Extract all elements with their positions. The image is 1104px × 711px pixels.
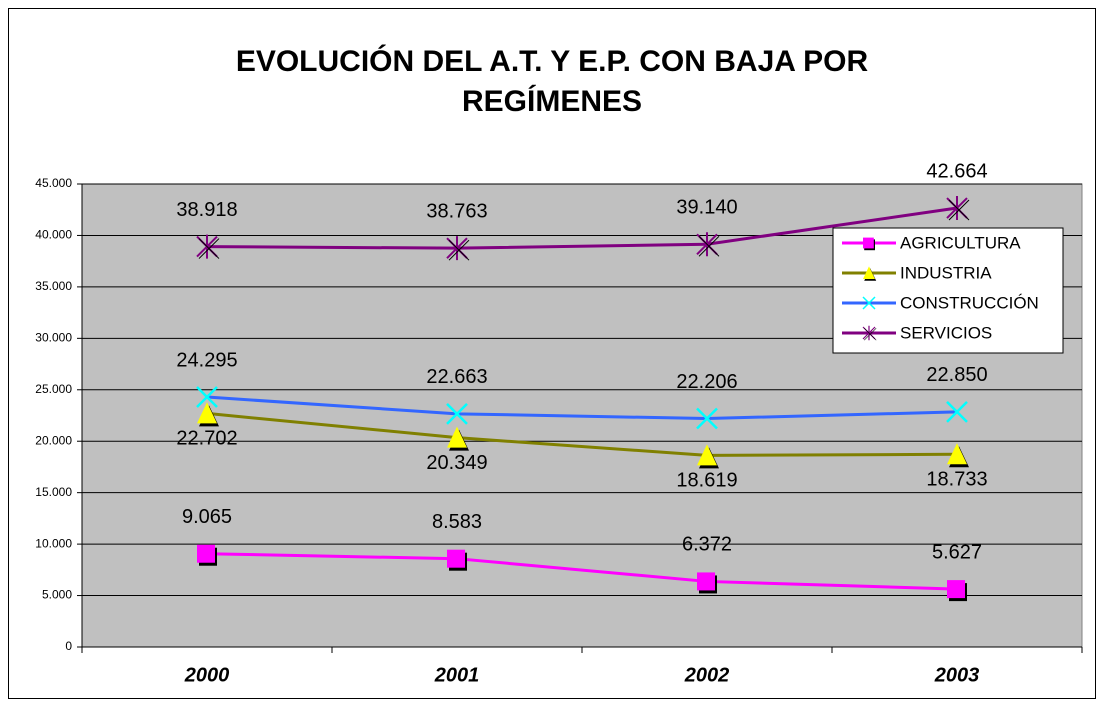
data-label: 9.065 [182,506,232,528]
x-tick-label: 2002 [684,664,730,686]
data-label: 42.664 [926,160,987,182]
y-tick-label: 25.000 [35,382,72,396]
marker [196,234,220,259]
marker [947,443,969,468]
y-tick-label: 30.000 [35,331,72,345]
data-label: 5.627 [932,541,982,563]
chart-title: EVOLUCIÓN DEL A.T. Y E.P. CON BAJA POR [236,44,869,78]
data-label: 22.663 [426,366,487,388]
series-line [206,552,958,591]
marker [197,402,219,427]
data-label: 38.918 [176,199,237,221]
data-label: 22.702 [176,428,237,450]
marker [696,407,718,430]
y-tick-label: 40.000 [35,228,72,242]
marker [447,426,469,451]
y-tick-label: 35.000 [35,279,72,293]
marker [696,232,720,257]
legend-marker [862,325,877,341]
data-label: 8.583 [432,511,482,533]
marker [446,236,470,261]
y-tick-label: 45.000 [35,176,72,190]
data-label: 18.619 [676,470,737,492]
legend-marker [863,237,875,251]
marker [946,401,968,423]
marker [197,544,217,566]
data-label: 39.140 [676,197,737,219]
x-tick-label: 2000 [184,664,230,686]
series-line [206,395,958,421]
marker [946,196,970,221]
series-line [206,411,958,457]
marker [697,572,717,594]
legend-label: SERVICIOS [900,323,992,342]
marker [196,386,218,408]
legend-marker [862,296,876,310]
marker [447,549,467,571]
series-line [206,206,958,250]
x-tick-label: 2001 [434,664,480,686]
data-label: 20.349 [426,452,487,474]
data-label: 18.733 [926,469,987,491]
y-tick-label: 0 [65,639,72,653]
data-label: 6.372 [682,534,732,556]
chart-title: REGÍMENES [462,84,642,118]
legend-label: CONSTRUCCIÓN [900,293,1039,312]
marker [697,444,719,469]
data-label: 24.295 [176,349,237,371]
y-tick-label: 5.000 [42,588,72,602]
data-label: 22.850 [926,364,987,386]
x-tick-label: 2003 [934,664,980,686]
y-tick-label: 15.000 [35,485,72,499]
legend-label: AGRICULTURA [900,233,1021,252]
legend-marker [863,266,877,281]
data-label: 22.206 [676,371,737,393]
y-tick-label: 10.000 [35,536,72,550]
marker [446,402,468,425]
marker [947,580,967,602]
y-tick-label: 20.000 [35,433,72,447]
data-label: 38.763 [426,200,487,222]
legend-label: INDUSTRIA [900,263,992,282]
